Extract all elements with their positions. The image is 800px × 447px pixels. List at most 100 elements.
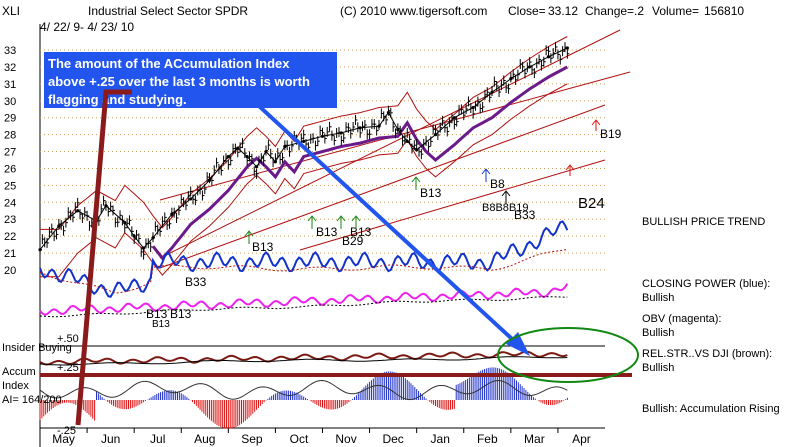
price-point-25 [396,127,400,132]
channel-lower-line [159,104,606,269]
price-point-6 [132,234,136,238]
band-upper [40,36,568,230]
volume-label: Volume= [652,4,699,18]
price-point-24 [386,111,391,115]
x-tick-aug: Aug [194,432,215,446]
price-point-10 [189,197,193,201]
blue-arrow-shaft [245,93,526,352]
y-tick-30: 30 [4,96,16,108]
price-points [38,46,569,252]
price-point-17 [273,160,278,164]
y-tick-22: 22 [4,231,16,243]
y-tick-21: 21 [4,248,16,260]
price-point-22 [358,126,362,130]
y-tick-23: 23 [4,214,16,226]
signal-b13-aug: B13 [252,240,274,254]
price-point-34 [546,55,551,59]
arrow-up-b13-aug [244,230,254,244]
price-point-32 [509,77,513,81]
tick-labels: 20 21 22 23 24 25 26 27 28 29 30 31 32 33 May Jun Jul Aug… [4,45,591,446]
accum-histogram [39,367,568,429]
x-tick-nov: Nov [335,432,356,446]
price-point-23 [377,124,381,128]
obv-line [39,283,569,316]
accum-ma-line [39,379,568,401]
y-tick-27: 27 [4,147,16,159]
x-tick-jan: Jan [431,432,450,446]
change-label: Change= [585,4,634,18]
obv-ma [39,296,568,318]
y-tick-31: 31 [4,79,16,91]
y-tick-32: 32 [4,62,16,74]
price-point-20 [320,134,325,138]
x-tick-mar: Mar [524,432,545,446]
x-tick-sep: Sep [241,432,263,446]
price-point-26 [405,139,409,143]
signal-b13-nov: B13 [350,225,372,239]
insider-buying-label: Insider Buying [2,342,72,354]
x-tick-oct: Oct [290,432,309,446]
signal-b29: B29 [342,234,364,248]
date-range: 4/ 22/ 9- 4/ 23/ 10 [40,20,134,34]
change-value: .2 [634,4,644,18]
arrow-up-b13-dec [411,176,421,190]
x-tick-apr: Apr [572,432,591,446]
y-tick-33: 33 [4,45,16,57]
price-point-16 [264,149,268,154]
price-point-0 [38,248,42,252]
y-tick-28: 28 [4,130,16,142]
close-value: 33.12 [548,4,578,18]
highlight-ellipse [497,327,639,383]
plus50-label: +.50 [57,333,79,345]
brown-pointer [75,89,132,426]
trend-label: BULLISH PRICE TREND [642,216,765,228]
close-label: Close= [508,4,546,18]
x-tick-dec: Dec [382,432,403,446]
relative-strength-line [39,350,568,366]
y-tick-26: 26 [4,163,16,175]
x-tick-may: May [52,432,75,446]
chart-title: Industrial Select Sector SPDR [88,4,248,18]
plus25-label: +.25 [57,362,79,374]
ai-label: AI= 164/200 [2,394,62,406]
y-tick-29: 29 [4,113,16,125]
rel-strength-title: REL.STR..VS DJI (brown): [642,348,772,360]
signal-b24: B24 [578,195,605,212]
rel-strength-value: Bullish [642,362,674,374]
band-lower [40,83,568,278]
signal-b13-jul-c: B13 [152,319,170,330]
price-point-33 [528,65,532,69]
annotation-line-3: flagging and studying. [48,92,187,107]
annotation-line-1: The amount of the ACcumulation Index [48,56,290,71]
signal-b8: B8 [490,177,505,191]
price-point-21 [339,131,343,135]
obv-value: Bullish [642,327,674,339]
price-point-9 [170,212,174,216]
channel-upper-line [159,29,621,259]
price-point-11 [207,178,212,182]
x-tick-jul: Jul [150,432,165,446]
arrow-up-b13-nov [351,215,361,229]
signal-b19: B19 [600,127,622,141]
arrow-up-b29 [336,215,346,229]
closing-power-title: CLOSING POWER (blue): [642,278,770,290]
index-label: Index [2,380,29,392]
price-point-35 [565,46,569,50]
annotation-line-2: above +.25 over the last 3 months is wor… [48,74,310,89]
signal-b13-jul-a: B13 [146,307,168,321]
obv-title: OBV (magenta): [642,313,721,325]
signal-b33-jul: B33 [185,275,207,289]
price-point-7 [141,246,146,250]
moving-average-line [151,65,569,261]
price-point-2 [76,209,80,213]
price-point-5 [123,221,127,225]
closing-power-line [39,220,569,298]
volume-value: 156810 [704,4,744,18]
price-point-28 [433,133,438,137]
source-credit: (C) 2010 www.tigersoft.com [340,4,487,18]
price-point-31 [490,90,494,94]
price-point-27 [415,148,419,152]
signal-arrows [244,119,601,244]
symbol-label: XLI [2,4,20,18]
